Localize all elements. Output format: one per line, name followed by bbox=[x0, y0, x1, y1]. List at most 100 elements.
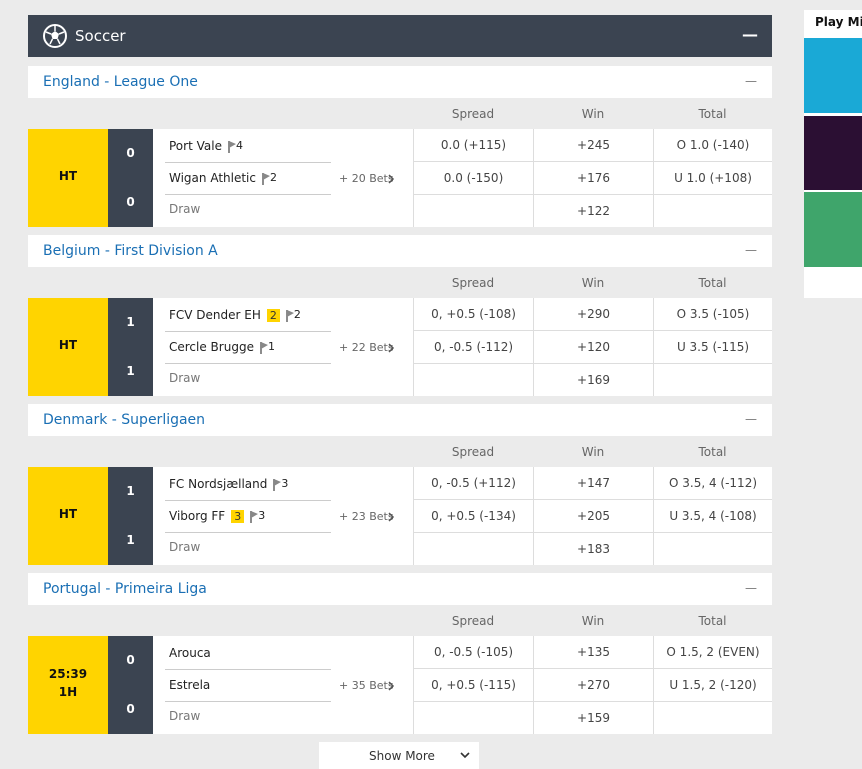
odds-cell[interactable]: +290 bbox=[533, 298, 653, 331]
team-divider bbox=[165, 532, 331, 533]
odds-value: 0, -0.5 (-105) bbox=[433, 645, 514, 659]
collapse-button[interactable]: — bbox=[745, 412, 757, 426]
odds-cell[interactable]: 0.0 (+115) bbox=[413, 129, 533, 162]
game-thumbnail[interactable] bbox=[804, 192, 862, 267]
odds-cell[interactable]: O 1.0 (-140) bbox=[653, 129, 772, 162]
collapse-button[interactable]: — bbox=[742, 25, 758, 44]
odds-cell[interactable]: 0, +0.5 (-115) bbox=[413, 669, 533, 702]
match-status: HT bbox=[58, 169, 78, 183]
team-name: Wigan Athletic bbox=[169, 171, 256, 185]
odds-cell[interactable]: +147 bbox=[533, 467, 653, 500]
status-cell bbox=[28, 129, 108, 227]
team-name: Viborg FF bbox=[169, 509, 226, 523]
collapse-button[interactable]: — bbox=[745, 74, 757, 88]
team-divider bbox=[165, 500, 331, 501]
column-header: Spread bbox=[451, 107, 495, 121]
odds-cell[interactable]: +120 bbox=[533, 331, 653, 364]
team-row: Viborg FF 3 3 bbox=[169, 509, 265, 523]
yellow-card: 3 bbox=[231, 509, 245, 523]
odds-value: +169 bbox=[577, 373, 610, 387]
more-bets[interactable]: + 35 Bets bbox=[339, 679, 394, 692]
odds-cell[interactable]: +270 bbox=[533, 669, 653, 702]
corner-count: 3 bbox=[258, 509, 266, 522]
draw-label: Draw bbox=[169, 709, 201, 723]
odds-value: O 1.5, 2 (EVEN) bbox=[666, 645, 760, 659]
column-header: Total bbox=[698, 614, 727, 628]
odds-cell[interactable]: U 1.0 (+108) bbox=[653, 162, 772, 195]
team-divider bbox=[165, 162, 331, 163]
team-name: Arouca bbox=[169, 646, 211, 660]
odds-value: +120 bbox=[577, 340, 610, 354]
collapse-button[interactable]: — bbox=[745, 243, 757, 257]
corner-count: 2 bbox=[293, 308, 301, 321]
odds-cell[interactable]: +183 bbox=[533, 533, 653, 565]
corner-count: 4 bbox=[235, 139, 243, 152]
status-cell bbox=[28, 298, 108, 396]
teams-cell bbox=[153, 129, 413, 227]
empty-cell bbox=[653, 702, 772, 734]
odds-cell[interactable]: U 3.5 (-115) bbox=[653, 331, 772, 364]
score-cell bbox=[108, 298, 153, 396]
score: 0 bbox=[126, 653, 135, 667]
odds-cell[interactable]: 0, -0.5 (-105) bbox=[413, 636, 533, 669]
team-row: Port Vale 4 bbox=[169, 139, 243, 153]
league-header bbox=[28, 235, 772, 267]
team-divider bbox=[165, 194, 331, 195]
empty-cell bbox=[653, 364, 772, 396]
odds-cell[interactable]: 0, -0.5 (-112) bbox=[413, 331, 533, 364]
odds-cell[interactable]: O 3.5, 4 (-112) bbox=[653, 467, 772, 500]
show-more-button[interactable]: Show More bbox=[319, 742, 479, 769]
column-header: Spread bbox=[451, 614, 495, 628]
odds-cell[interactable]: 0.0 (-150) bbox=[413, 162, 533, 195]
team-name: Port Vale bbox=[169, 139, 222, 153]
odds-cell[interactable]: +135 bbox=[533, 636, 653, 669]
flag-icon bbox=[286, 310, 294, 322]
more-bets[interactable]: + 23 Bets bbox=[339, 510, 394, 523]
score-cell bbox=[108, 636, 153, 734]
game-thumbnail[interactable] bbox=[804, 116, 862, 190]
odds-cell[interactable]: O 1.5, 2 (EVEN) bbox=[653, 636, 772, 669]
collapse-button[interactable]: — bbox=[745, 581, 757, 595]
odds-cell[interactable]: +205 bbox=[533, 500, 653, 533]
score-cell bbox=[108, 467, 153, 565]
empty-cell bbox=[413, 195, 533, 227]
odds-value: +270 bbox=[577, 678, 610, 692]
odds-cell[interactable]: +245 bbox=[533, 129, 653, 162]
odds-cell[interactable]: 0, +0.5 (-108) bbox=[413, 298, 533, 331]
team-row: Arouca bbox=[169, 646, 211, 660]
chevron-right bbox=[388, 681, 395, 691]
odds-cell[interactable]: O 3.5 (-105) bbox=[653, 298, 772, 331]
odds-value: +205 bbox=[577, 509, 610, 523]
league-name[interactable]: Denmark - Superligaen bbox=[43, 412, 206, 428]
league-name[interactable]: England - League One bbox=[43, 74, 198, 90]
odds-cell[interactable]: U 1.5, 2 (-120) bbox=[653, 669, 772, 702]
league-name[interactable]: Portugal - Primeira Liga bbox=[43, 581, 207, 597]
sport-header: Soccer — bbox=[28, 15, 772, 57]
odds-cell[interactable]: +159 bbox=[533, 702, 653, 734]
sport-title: Soccer bbox=[75, 27, 126, 45]
column-header: Total bbox=[698, 107, 727, 121]
odds-value: 0, -0.5 (+112) bbox=[431, 476, 516, 490]
odds-cell[interactable]: 0, -0.5 (+112) bbox=[413, 467, 533, 500]
odds-value: 0, +0.5 (-108) bbox=[431, 307, 516, 321]
more-bets[interactable]: + 20 Bets bbox=[339, 172, 394, 185]
odds-value: 0.0 (-150) bbox=[443, 171, 504, 185]
odds-value: O 3.5 (-105) bbox=[676, 307, 750, 321]
odds-value: U 3.5, 4 (-108) bbox=[669, 509, 757, 523]
odds-cell[interactable]: 0, +0.5 (-134) bbox=[413, 500, 533, 533]
chevron-right bbox=[388, 343, 395, 353]
empty-cell bbox=[413, 364, 533, 396]
odds-value: 0, -0.5 (-112) bbox=[433, 340, 514, 354]
game-thumbnail[interactable] bbox=[804, 38, 862, 113]
teams-cell bbox=[153, 467, 413, 565]
odds-cell[interactable]: +122 bbox=[533, 195, 653, 227]
more-bets[interactable]: + 22 Bets bbox=[339, 341, 394, 354]
odds-cell[interactable]: +169 bbox=[533, 364, 653, 396]
league-name[interactable]: Belgium - First Division A bbox=[43, 243, 218, 259]
team-name: Cercle Brugge bbox=[169, 340, 254, 354]
score: 1 bbox=[126, 364, 135, 378]
odds-cell[interactable]: U 3.5, 4 (-108) bbox=[653, 500, 772, 533]
odds-cell[interactable]: +176 bbox=[533, 162, 653, 195]
chevron-down bbox=[460, 752, 470, 759]
